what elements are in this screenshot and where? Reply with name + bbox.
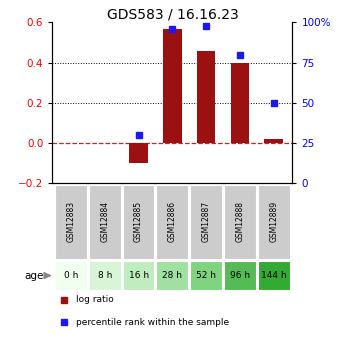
- Title: GDS583 / 16.16.23: GDS583 / 16.16.23: [106, 7, 238, 21]
- Bar: [231, 63, 249, 143]
- Bar: [89, 185, 121, 259]
- Text: 96 h: 96 h: [230, 271, 250, 280]
- Bar: [156, 185, 188, 259]
- Bar: [190, 185, 222, 259]
- Bar: [156, 262, 188, 290]
- Bar: [190, 262, 222, 290]
- Bar: [89, 262, 121, 290]
- Bar: [55, 185, 87, 259]
- Bar: [224, 185, 256, 259]
- Bar: [123, 262, 154, 290]
- Text: GSM12889: GSM12889: [269, 201, 278, 243]
- Text: age: age: [24, 270, 43, 280]
- Text: 0 h: 0 h: [64, 271, 78, 280]
- Text: 8 h: 8 h: [98, 271, 112, 280]
- Bar: [129, 143, 148, 163]
- Text: GSM12884: GSM12884: [100, 201, 109, 243]
- Text: 144 h: 144 h: [261, 271, 287, 280]
- Bar: [264, 139, 283, 143]
- Text: 16 h: 16 h: [128, 271, 149, 280]
- Bar: [258, 262, 290, 290]
- Text: GSM12888: GSM12888: [236, 201, 244, 242]
- Text: GSM12883: GSM12883: [67, 201, 75, 243]
- Text: GSM12886: GSM12886: [168, 201, 177, 243]
- Bar: [224, 262, 256, 290]
- Bar: [197, 51, 216, 143]
- Text: 28 h: 28 h: [162, 271, 183, 280]
- Text: 52 h: 52 h: [196, 271, 216, 280]
- Bar: [55, 262, 87, 290]
- Bar: [123, 185, 154, 259]
- Bar: [258, 185, 290, 259]
- Text: GSM12885: GSM12885: [134, 201, 143, 243]
- Bar: [163, 29, 182, 143]
- Text: GSM12887: GSM12887: [202, 201, 211, 243]
- Text: percentile rank within the sample: percentile rank within the sample: [76, 318, 230, 327]
- Text: log ratio: log ratio: [76, 295, 114, 304]
